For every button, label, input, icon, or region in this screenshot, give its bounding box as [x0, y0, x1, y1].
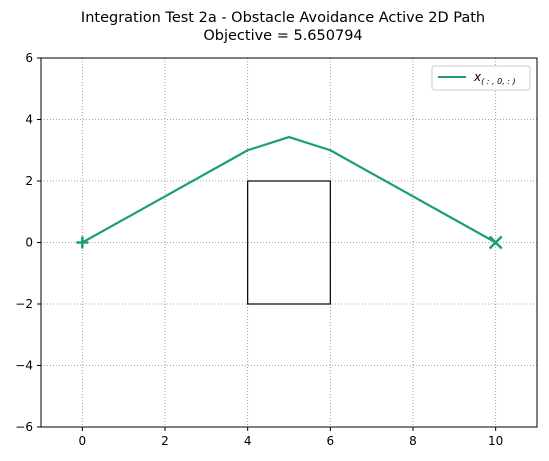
- y-tick-label: −4: [15, 359, 33, 373]
- end-marker: [488, 235, 503, 250]
- x-tick-label: 2: [161, 434, 169, 448]
- y-tick-label: −2: [15, 297, 33, 311]
- obstacle-layer: [247, 180, 331, 305]
- y-tick-label: −6: [15, 420, 33, 434]
- chart-title-line-2: Objective = 5.650794: [203, 28, 362, 44]
- series-line: [81, 135, 497, 244]
- y-tick-label: 2: [25, 174, 33, 188]
- legend-series-subscript: ( : , 0, : ): [481, 77, 516, 86]
- x-tick-label: 10: [488, 434, 503, 448]
- plot-frame: [40, 57, 538, 428]
- y-tick-label: 6: [25, 51, 33, 65]
- x-tick-label: 6: [327, 434, 335, 448]
- legend: x( : , 0, : ): [431, 65, 531, 91]
- axes: 0 2 4 6 8 10 −6 −4 −2 0 2 4 6: [15, 51, 538, 448]
- legend-series-name: x: [473, 70, 482, 84]
- grid-lines: [41, 57, 537, 428]
- x-tick-label: 0: [79, 434, 87, 448]
- x-tick-label: 4: [244, 434, 252, 448]
- legend-label: x( : , 0, : ): [473, 70, 516, 86]
- y-tick-label: 4: [25, 113, 33, 127]
- series-layer: [76, 135, 503, 250]
- chart-title-line-1: Integration Test 2a - Obstacle Avoidance…: [81, 10, 485, 26]
- y-tick-label: 0: [25, 236, 33, 250]
- marker-stroke: [488, 235, 503, 250]
- obstacle-rect: [247, 180, 331, 305]
- start-marker: [76, 236, 89, 249]
- x-tick-label: 8: [409, 434, 417, 448]
- legend-box: [431, 65, 531, 91]
